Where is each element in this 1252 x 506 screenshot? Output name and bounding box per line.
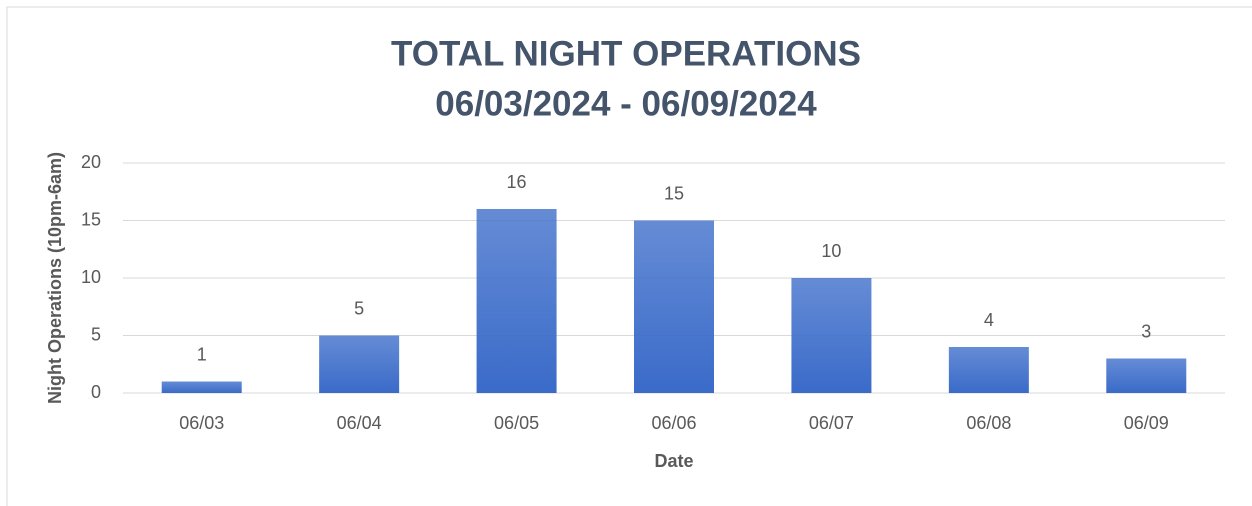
chart-subtitle: 06/03/2024 - 06/09/2024 — [435, 84, 817, 123]
x-tick-label: 06/07 — [809, 413, 854, 433]
data-label: 1 — [197, 344, 207, 364]
chart-border — [6, 6, 1252, 506]
data-label: 15 — [664, 183, 684, 203]
x-tick-label: 06/04 — [337, 413, 382, 433]
bar — [319, 335, 400, 393]
bar — [1106, 358, 1187, 393]
data-label: 4 — [984, 310, 994, 330]
x-axis-title: Date — [654, 451, 693, 471]
x-tick-label: 06/06 — [651, 413, 696, 433]
bar — [948, 347, 1029, 393]
y-tick-label: 20 — [81, 152, 101, 172]
bar — [634, 220, 714, 393]
data-label: 10 — [821, 241, 841, 261]
bar — [791, 278, 872, 393]
y-tick-label: 0 — [91, 382, 101, 402]
y-tick-label: 15 — [81, 209, 101, 229]
bar — [476, 209, 557, 393]
x-tick-label: 06/08 — [966, 413, 1011, 433]
x-tick-label: 06/09 — [1124, 413, 1169, 433]
bar — [161, 381, 242, 393]
data-label: 3 — [1141, 321, 1151, 341]
data-label: 16 — [507, 172, 527, 192]
x-tick-label: 06/03 — [179, 413, 224, 433]
data-label: 5 — [354, 298, 364, 318]
y-tick-label: 10 — [81, 267, 101, 287]
y-axis-title: Night Operations (10pm-6am) — [45, 152, 65, 404]
chart-title: TOTAL NIGHT OPERATIONS — [391, 34, 861, 73]
y-tick-label: 5 — [91, 324, 101, 344]
x-tick-label: 06/05 — [494, 413, 539, 433]
